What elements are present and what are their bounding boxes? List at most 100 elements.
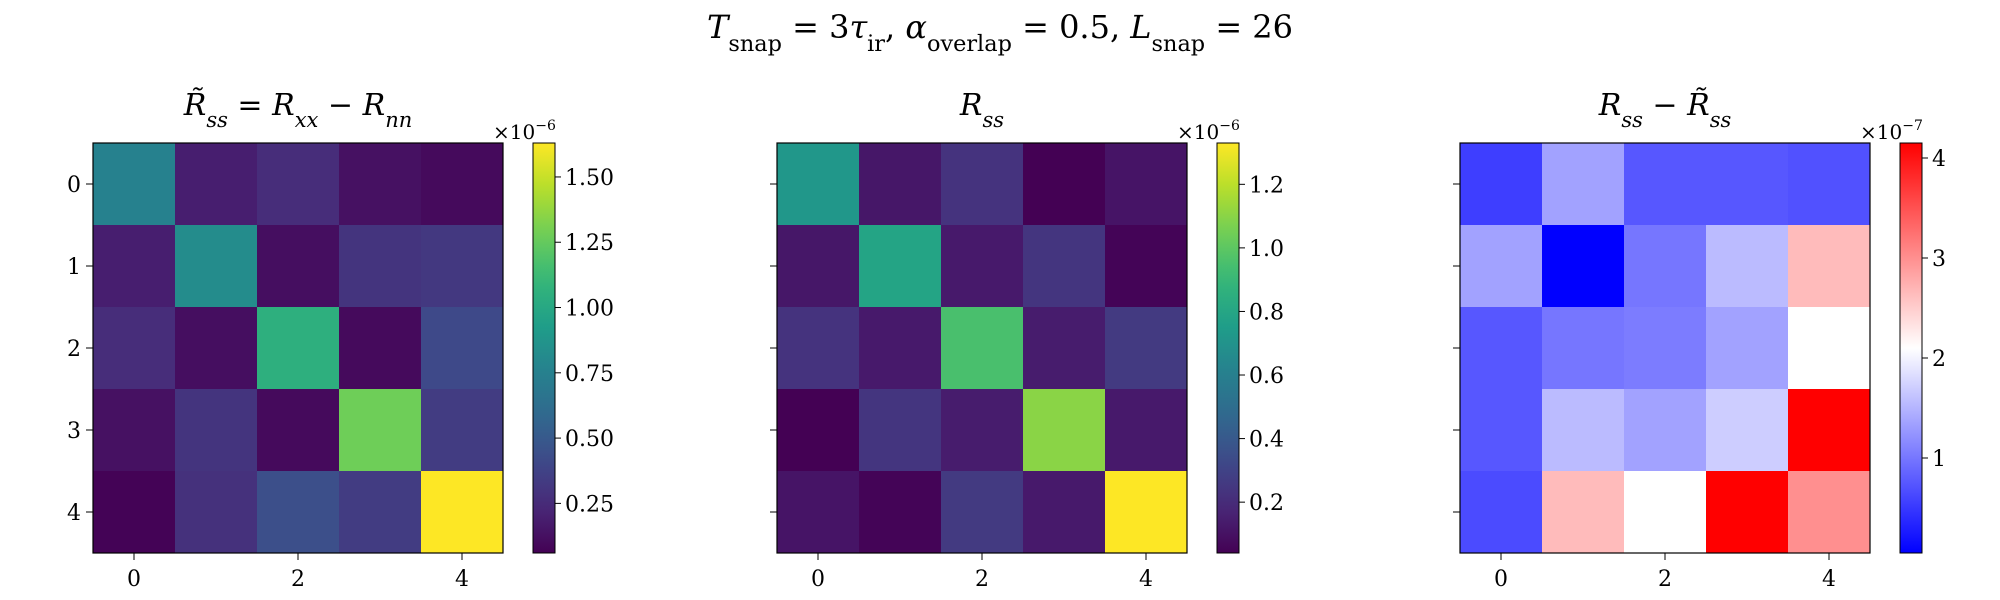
text-part: −: [318, 88, 362, 123]
colorbar-tick-label: 4: [1932, 147, 1946, 172]
text-part: ss: [1621, 108, 1643, 132]
x-tick-label: 4: [1139, 567, 1153, 592]
colorbar-tick-label: 0.50: [565, 427, 614, 452]
heatmap-panel: Rss 0 2 4 0.2 0.4 0.6 0.8 1.0 1.2 ×10−6: [770, 88, 1284, 592]
colorbar-tick-label: 1.25: [565, 231, 614, 256]
heatmap-cell: [1788, 471, 1871, 554]
text-part: = 3: [782, 8, 850, 46]
heatmap-cell: [257, 389, 340, 472]
text-part: = 26: [1205, 8, 1293, 46]
heatmap-cell: [1023, 389, 1106, 472]
text-part: ss: [1710, 108, 1732, 132]
text-part: T: [707, 8, 731, 46]
heatmap-cell: [1624, 307, 1707, 390]
text-part: τ: [849, 8, 868, 46]
heatmap-cell: [1542, 307, 1625, 390]
text-part: R: [959, 88, 983, 123]
text-part: R̃: [183, 88, 207, 123]
heatmap-cell: [1706, 225, 1789, 308]
colorbar-tick-label: 1: [1932, 447, 1946, 472]
colorbar-tick-label: 1.50: [565, 166, 614, 191]
colorbar-offset-label: ×10−6: [493, 118, 556, 144]
heatmap-cell: [1788, 389, 1871, 472]
y-tick-label: 2: [67, 337, 81, 362]
colorbar-tick-label: 1.2: [1249, 173, 1284, 198]
text-part: L: [1129, 8, 1151, 46]
colorbar: [1899, 142, 1923, 554]
x-tick-label: 4: [1822, 567, 1836, 592]
heatmap-cell: [777, 225, 860, 308]
heatmap-cell: [1624, 225, 1707, 308]
colorbar-offset-label: ×10−7: [1860, 118, 1923, 144]
heatmap-cell: [1023, 225, 1106, 308]
heatmap-cell: [1788, 225, 1871, 308]
text-part: = 0.5,: [1012, 8, 1130, 46]
heatmap-cell: [339, 225, 422, 308]
offset-base: ×10: [493, 120, 535, 144]
heatmap-cell: [421, 389, 504, 472]
text-part: ,: [885, 8, 905, 46]
heatmap-cell: [93, 389, 176, 472]
heatmap-cell: [93, 307, 176, 390]
colorbar-tick-label: 3: [1932, 247, 1946, 272]
heatmap-cell: [1624, 143, 1707, 226]
heatmap-cell: [175, 389, 258, 472]
offset-exponent: −6: [1219, 118, 1240, 134]
text-part: R: [271, 88, 295, 123]
heatmap-cell: [175, 225, 258, 308]
y-tick-label: 3: [67, 419, 81, 444]
colorbar-offset-label: ×10−6: [1177, 118, 1240, 144]
panel-title: Rss: [959, 88, 1004, 132]
heatmap-cell: [1105, 307, 1188, 390]
x-tick-label: 2: [291, 567, 305, 592]
y-tick-label: 0: [67, 173, 81, 198]
heatmap-cell: [941, 307, 1024, 390]
heatmap-cell: [421, 307, 504, 390]
colorbar-tick-label: 0.4: [1249, 428, 1284, 453]
x-tick-label: 0: [811, 567, 825, 592]
heatmap-cell: [1105, 143, 1188, 226]
heatmap-cell: [1542, 389, 1625, 472]
heatmap-cell: [1788, 143, 1871, 226]
heatmap-cell: [93, 471, 176, 554]
heatmap-cell: [859, 471, 942, 554]
panel-title: R̃ss = Rxx − Rnn: [183, 88, 413, 132]
colorbar-tick-label: 0.6: [1249, 364, 1284, 389]
text-part: =: [228, 88, 272, 123]
heatmap-cell: [421, 143, 504, 226]
heatmap-cell: [1788, 307, 1871, 390]
heatmap-cell: [93, 225, 176, 308]
text-part: xx: [295, 108, 319, 132]
y-tick-label: 1: [67, 255, 81, 280]
text-part: ss: [206, 108, 228, 132]
colorbar-tick-label: 0.8: [1249, 300, 1284, 325]
text-part: ss: [983, 108, 1005, 132]
colorbar-tick-label: 2: [1932, 347, 1946, 372]
heatmap-cell: [257, 225, 340, 308]
x-tick-label: 2: [1658, 567, 1672, 592]
heatmap-cell: [1624, 389, 1707, 472]
heatmap-cell: [1460, 389, 1543, 472]
offset-exponent: −7: [1902, 118, 1923, 134]
colorbar: [532, 142, 556, 554]
heatmap-cell: [175, 471, 258, 554]
heatmap-cell: [1542, 143, 1625, 226]
text-part: R: [362, 88, 386, 123]
heatmap-cell: [257, 307, 340, 390]
heatmap-cell: [941, 389, 1024, 472]
y-tick-label: 4: [67, 501, 81, 526]
colorbar: [1216, 142, 1240, 554]
heatmap-cell: [1706, 471, 1789, 554]
x-tick-label: 2: [975, 567, 989, 592]
heatmap-cell: [1023, 471, 1106, 554]
heatmap-cell: [421, 225, 504, 308]
heatmap-cell: [941, 143, 1024, 226]
heatmap-cell: [175, 143, 258, 226]
heatmap-cell: [175, 307, 258, 390]
heatmap-cell: [859, 143, 942, 226]
heatmap-cell: [339, 143, 422, 226]
text-part: R̃: [1686, 88, 1710, 123]
heatmap-cell: [257, 471, 340, 554]
x-tick-label: 4: [455, 567, 469, 592]
